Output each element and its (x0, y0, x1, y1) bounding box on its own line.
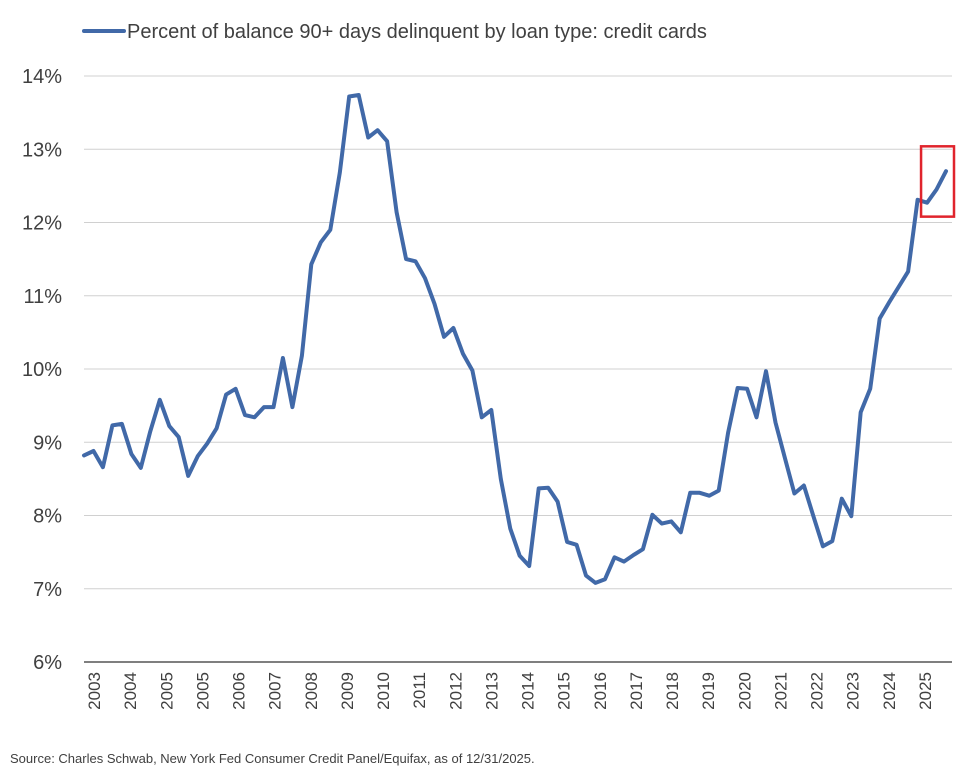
x-tick-label: 2008 (302, 672, 321, 710)
legend-label: Percent of balance 90+ days delinquent b… (127, 21, 707, 43)
x-tick-label: 2017 (627, 672, 646, 710)
x-tick-label: 2022 (808, 672, 827, 710)
x-tick-label: 2015 (555, 672, 574, 710)
x-tick-label: 2009 (338, 672, 357, 710)
x-tick-label: 2023 (844, 672, 863, 710)
line-chart: Percent of balance 90+ days delinquent b… (22, 21, 956, 710)
x-tick-label: 2013 (482, 672, 501, 710)
x-tick-label: 2014 (519, 672, 538, 710)
y-tick-label: 11% (23, 286, 62, 308)
x-tick-label: 2025 (916, 672, 935, 710)
x-tick-label: 2005 (193, 672, 212, 710)
x-tick-label: 2020 (735, 672, 754, 710)
y-tick-label: 13% (22, 139, 62, 161)
x-tick-label: 2006 (230, 672, 249, 710)
x-tick-label: 2021 (771, 672, 790, 710)
y-tick-label: 9% (33, 432, 62, 454)
x-tick-label: 2003 (85, 672, 104, 710)
x-tick-label: 2012 (446, 672, 465, 710)
highlight-group (919, 145, 956, 218)
x-axis-ticks: 2003 2004 2005 2005 2006 2007 2008 2009 2010 2011… (85, 672, 935, 710)
x-tick-label: 2010 (374, 672, 393, 710)
y-tick-label: 12% (22, 213, 62, 235)
x-tick-label: 2019 (699, 672, 718, 710)
y-axis-ticks: 6% 7% 8% 9% 10% 11% 12% 13% 14% (22, 66, 62, 674)
y-tick-label: 10% (22, 359, 62, 381)
y-tick-label: 8% (33, 506, 62, 528)
x-tick-label: 2016 (591, 672, 610, 710)
x-tick-label: 2024 (880, 672, 899, 710)
y-tick-label: 7% (33, 579, 62, 601)
source-note: Source: Charles Schwab, New York Fed Con… (10, 751, 535, 766)
x-tick-label: 2011 (410, 672, 429, 709)
x-tick-label: 2004 (121, 672, 140, 710)
y-tick-label: 6% (33, 652, 62, 674)
series-group (82, 93, 948, 585)
legend: Percent of balance 90+ days delinquent b… (82, 21, 707, 43)
x-tick-label: 2018 (663, 672, 682, 710)
y-tick-label: 14% (22, 66, 62, 88)
gridlines (84, 75, 952, 663)
highlight-box (919, 145, 956, 218)
x-tick-label: 2005 (157, 672, 176, 710)
series-line (82, 93, 948, 585)
x-tick-label: 2007 (266, 672, 285, 710)
